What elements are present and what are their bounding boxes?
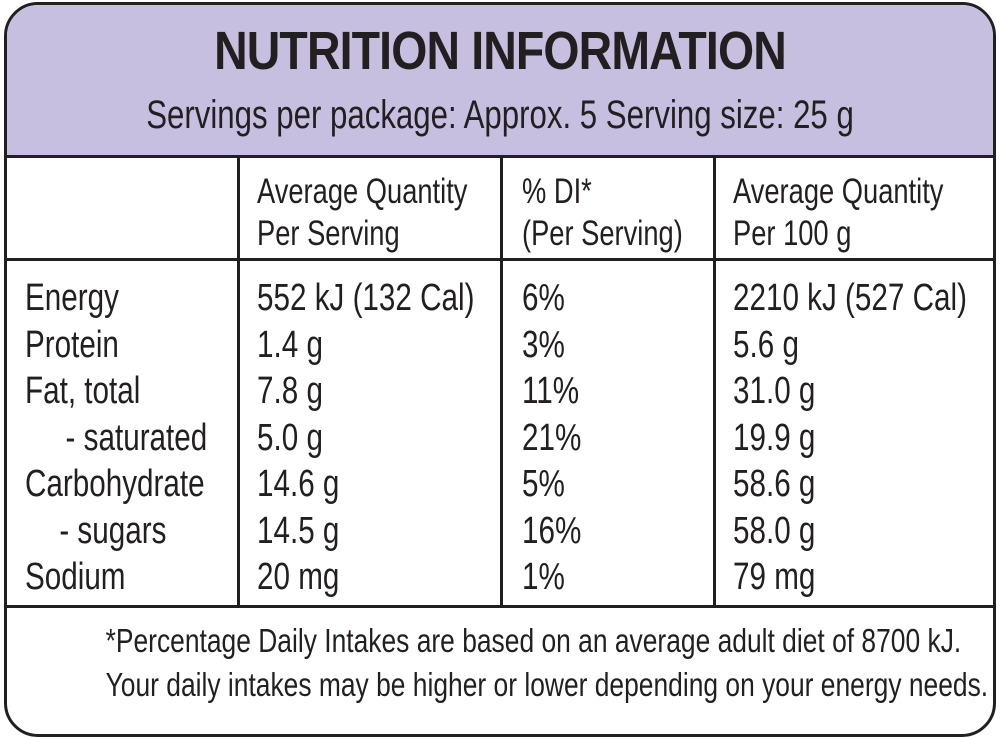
- header-row-divider: [7, 258, 993, 261]
- per-serving-value: 14.6 g: [257, 463, 340, 505]
- footnote-line: Your daily intakes may be higher or lowe…: [105, 666, 989, 703]
- di-value: 6%: [522, 277, 565, 319]
- column-header-per-100g: Average Quantity Per 100 g: [733, 171, 943, 255]
- di-value: 16%: [522, 509, 582, 552]
- nutrient-name: - sugars: [59, 509, 167, 552]
- per-100g-value: 19.9 g: [733, 416, 816, 459]
- nutrient-column: Energy Protein Fat, total - saturated Ca…: [25, 275, 207, 601]
- footer-divider: [7, 605, 993, 608]
- di-value: 3%: [522, 323, 565, 366]
- per-serving-value: 7.8 g: [257, 370, 323, 412]
- column-divider-2: [500, 158, 503, 608]
- column-header-line: Per 100 g: [733, 214, 852, 253]
- nutrient-name: Carbohydrate: [25, 463, 205, 505]
- per-100g-value: 58.0 g: [733, 509, 816, 552]
- di-column: 6% 3% 11% 21% 5% 16% 1%: [522, 275, 581, 601]
- column-header-di: % DI* (Per Serving): [522, 171, 683, 255]
- column-divider-1: [237, 158, 240, 608]
- column-header-line: Per Serving: [257, 214, 400, 253]
- column-header-line: % DI*: [522, 172, 592, 211]
- per-serving-value: 552 kJ (132 Cal): [257, 277, 475, 319]
- nutrient-name: Sodium: [25, 556, 126, 598]
- panel-header: NUTRITION INFORMATION Servings per packa…: [7, 5, 993, 158]
- column-header-line: Average Quantity: [733, 172, 944, 211]
- per-serving-value: 5.0 g: [257, 416, 323, 459]
- per-100g-value: 31.0 g: [733, 370, 816, 412]
- per-100g-value: 2210 kJ (527 Cal): [733, 277, 967, 319]
- panel-title: NUTRITION INFORMATION: [214, 21, 787, 81]
- nutrient-name: Energy: [25, 277, 119, 319]
- di-value: 21%: [522, 416, 582, 459]
- column-header-line: Average Quantity: [257, 172, 468, 211]
- nutrition-panel: NUTRITION INFORMATION Servings per packa…: [4, 2, 996, 737]
- per-100g-value: 58.6 g: [733, 463, 816, 505]
- footnote: *Percentage Daily Intakes are based on a…: [105, 619, 989, 707]
- footnote-line: *Percentage Daily Intakes are based on a…: [105, 622, 962, 659]
- per-100g-value: 79 mg: [733, 556, 816, 598]
- per-serving-value: 1.4 g: [257, 323, 323, 366]
- di-value: 1%: [522, 556, 565, 598]
- di-value: 11%: [522, 370, 580, 412]
- per-serving-value: 20 mg: [257, 556, 340, 598]
- per-100g-column: 2210 kJ (527 Cal) 5.6 g 31.0 g 19.9 g 58…: [733, 275, 967, 601]
- per-serving-column: 552 kJ (132 Cal) 1.4 g 7.8 g 5.0 g 14.6 …: [257, 275, 474, 601]
- per-serving-value: 14.5 g: [257, 509, 340, 552]
- per-100g-value: 5.6 g: [733, 323, 799, 366]
- nutrient-name: - saturated: [65, 416, 208, 459]
- column-divider-3: [713, 158, 716, 608]
- nutrient-name: Protein: [25, 323, 119, 366]
- column-header-line: (Per Serving): [522, 214, 683, 253]
- column-header-per-serving: Average Quantity Per Serving: [257, 171, 467, 255]
- serving-info: Servings per package: Approx. 5 Serving …: [146, 93, 854, 137]
- nutrient-name: Fat, total: [25, 370, 141, 412]
- di-value: 5%: [522, 463, 565, 505]
